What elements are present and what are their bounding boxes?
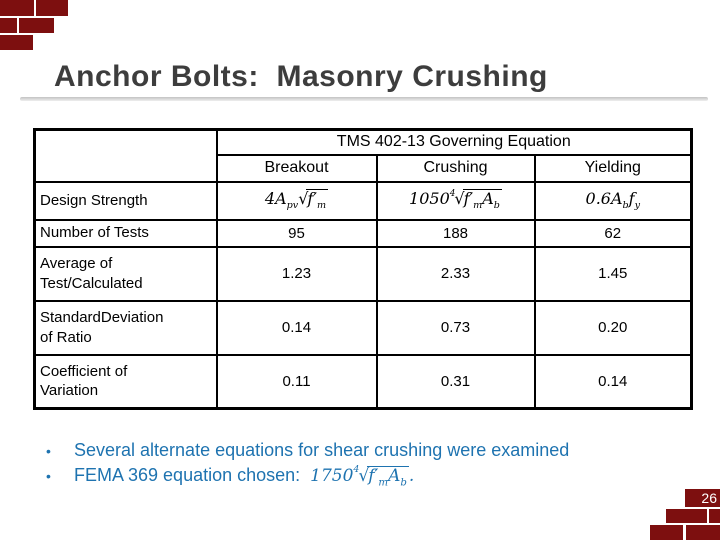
table-cell: 0.6Abfy xyxy=(533,180,693,221)
bullet-item-1: • Several alternate equations for shear … xyxy=(46,440,569,461)
title-underline xyxy=(20,97,708,101)
table-cell: 1.23 xyxy=(215,245,378,302)
corner-cell xyxy=(33,128,218,183)
bullet-2-label: FEMA 369 equation chosen: xyxy=(74,465,311,485)
brick xyxy=(0,18,17,33)
eq-token: f xyxy=(307,189,314,209)
page-number: 26 xyxy=(701,490,717,506)
table-cell: 188 xyxy=(375,218,536,248)
eq-root-index: 4 xyxy=(449,189,456,200)
table-cell: 1.45 xyxy=(533,245,693,302)
table-header-row: TMS 402-13 Governing Equation xyxy=(33,128,693,183)
table-cell: 62 xyxy=(533,218,693,248)
eq-token: f xyxy=(368,466,375,486)
eq-token: m xyxy=(473,200,483,212)
fema-equation: 17504√f′mAb. xyxy=(310,464,415,489)
eq-token: . xyxy=(408,466,415,486)
brick xyxy=(36,0,68,16)
yielding-equation: 0.6Abfy xyxy=(585,189,641,211)
eq-token: m xyxy=(316,200,327,212)
eq-token: ′ xyxy=(313,189,317,209)
table-group-header: TMS 402-13 Governing Equation xyxy=(215,128,693,156)
brick xyxy=(0,0,34,16)
eq-radicand: f′mAb xyxy=(462,189,502,212)
radical-icon: √ xyxy=(454,189,465,209)
results-table: TMS 402-13 Governing Equation Breakout C… xyxy=(33,128,694,410)
crushing-equation: 10504√f′mAb xyxy=(409,189,502,212)
column-header-crushing: Crushing xyxy=(375,153,536,183)
page-number-brick: 26 xyxy=(685,489,720,507)
table-row-average: Average of Test/Calculated 1.23 2.33 1.4… xyxy=(33,245,693,302)
eq-token: m xyxy=(378,477,389,489)
eq-token: b xyxy=(493,200,500,212)
table-row-design-strength: Design Strength 4Apv√f′m 10504√f′mAb 0.6… xyxy=(33,180,693,221)
table-row-number-of-tests: Number of Tests 95 188 62 xyxy=(33,218,693,248)
eq-token: 1750 xyxy=(310,466,354,486)
table-cell: 0.20 xyxy=(533,299,693,356)
bullet-icon: • xyxy=(46,468,51,484)
brick xyxy=(19,18,54,33)
eq-token: y xyxy=(634,200,641,212)
eq-token: ′ xyxy=(374,466,379,486)
eq-radicand: f′mAb xyxy=(367,466,409,489)
brick xyxy=(709,509,720,523)
bullet-text-2: FEMA 369 equation chosen: 17504√f′mAb. xyxy=(74,464,415,489)
radical-icon: √ xyxy=(298,189,309,209)
eq-token: f xyxy=(463,189,470,209)
table-cell: 0.11 xyxy=(215,353,378,410)
bullet-icon: • xyxy=(46,443,51,459)
eq-token: ′ xyxy=(469,189,474,209)
radical-icon: √ xyxy=(358,466,370,486)
table-row-std-deviation: StandardDeviation of Ratio 0.14 0.73 0.2… xyxy=(33,299,693,356)
eq-root-index: 4 xyxy=(353,464,360,476)
table-cell: 2.33 xyxy=(375,245,536,302)
eq-token: b xyxy=(400,477,407,489)
table-cell: 4Apv√f′m xyxy=(215,180,378,221)
table-row-coeff-variation: Coefficient of Variation 0.11 0.31 0.14 xyxy=(33,353,693,410)
brick xyxy=(686,525,720,540)
bullet-text-1: Several alternate equations for shear cr… xyxy=(74,440,570,460)
eq-token: 0.6A xyxy=(585,189,623,209)
slide-title: Anchor Bolts: Masonry Crushing xyxy=(54,60,548,93)
eq-token: b xyxy=(622,200,629,212)
row-label: Average of Test/Calculated xyxy=(33,245,218,302)
eq-token: A xyxy=(388,466,401,486)
table-cell: 0.14 xyxy=(215,299,378,356)
table-cell: 0.73 xyxy=(375,299,536,356)
eq-token: f xyxy=(628,189,635,209)
table-cell: 95 xyxy=(215,218,378,248)
column-header-yielding: Yielding xyxy=(533,153,693,183)
table-cell: 0.14 xyxy=(533,353,693,410)
row-label: Coefficient of Variation xyxy=(33,353,218,410)
table-cell: 0.31 xyxy=(375,353,536,410)
row-label: Design Strength xyxy=(33,180,218,221)
eq-token: 1050 xyxy=(409,189,450,209)
row-label: StandardDeviation of Ratio xyxy=(33,299,218,356)
brick xyxy=(0,35,33,50)
brick xyxy=(666,509,707,523)
column-header-breakout: Breakout xyxy=(215,153,378,183)
eq-token: 4A xyxy=(264,189,287,209)
table-cell: 10504√f′mAb xyxy=(375,180,536,221)
eq-radicand: f′m xyxy=(306,189,329,212)
row-label: Number of Tests xyxy=(33,218,218,248)
table-subheader-row: Breakout Crushing Yielding xyxy=(35,153,693,183)
breakout-equation: 4Apv√f′m xyxy=(264,189,329,212)
bullet-item-2: • FEMA 369 equation chosen: 17504√f′mAb. xyxy=(46,464,569,489)
brick xyxy=(650,525,683,540)
eq-token: pv xyxy=(286,200,299,212)
eq-token: A xyxy=(482,189,494,209)
bullet-list: • Several alternate equations for shear … xyxy=(46,440,569,493)
